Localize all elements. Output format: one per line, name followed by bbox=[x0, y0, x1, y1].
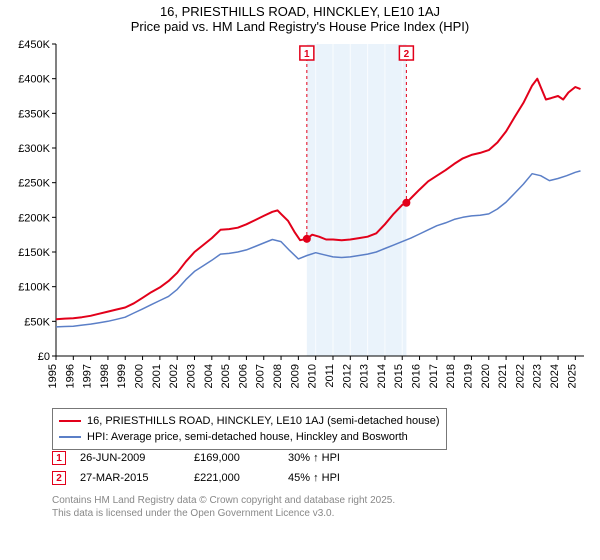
svg-text:2008: 2008 bbox=[272, 364, 284, 388]
sale-marker-icon: 2 bbox=[52, 471, 66, 485]
svg-text:£400K: £400K bbox=[18, 74, 50, 86]
svg-text:2010: 2010 bbox=[307, 364, 319, 388]
svg-text:2020: 2020 bbox=[480, 364, 492, 388]
svg-text:2005: 2005 bbox=[220, 364, 232, 388]
sale-date: 26-JUN-2009 bbox=[80, 452, 180, 464]
legend-label: HPI: Average price, semi-detached house,… bbox=[87, 431, 408, 443]
sale-date: 27-MAR-2015 bbox=[80, 472, 180, 484]
svg-text:2012: 2012 bbox=[341, 364, 353, 388]
svg-text:2011: 2011 bbox=[324, 364, 336, 388]
svg-text:2003: 2003 bbox=[185, 364, 197, 388]
footer-line: Contains HM Land Registry data © Crown c… bbox=[52, 494, 395, 507]
sale-annotations: 1 26-JUN-2009 £169,000 30% ↑ HPI 2 27-MA… bbox=[52, 448, 388, 488]
legend-item-property: 16, PRIESTHILLS ROAD, HINCKLEY, LE10 1AJ… bbox=[59, 413, 440, 429]
svg-text:£150K: £150K bbox=[18, 247, 50, 259]
svg-text:2000: 2000 bbox=[134, 364, 146, 388]
svg-text:2023: 2023 bbox=[532, 364, 544, 388]
sale-price: £169,000 bbox=[194, 452, 274, 464]
svg-text:£300K: £300K bbox=[18, 143, 50, 155]
svg-text:£100K: £100K bbox=[18, 282, 50, 294]
legend-label: 16, PRIESTHILLS ROAD, HINCKLEY, LE10 1AJ… bbox=[87, 415, 440, 427]
svg-text:2017: 2017 bbox=[428, 364, 440, 388]
svg-text:2015: 2015 bbox=[393, 364, 405, 388]
sale-hpi: 45% ↑ HPI bbox=[288, 472, 388, 484]
svg-text:£450K: £450K bbox=[18, 40, 50, 51]
svg-text:2: 2 bbox=[404, 49, 410, 60]
svg-text:2024: 2024 bbox=[549, 364, 561, 388]
svg-text:2014: 2014 bbox=[376, 364, 388, 388]
svg-text:2006: 2006 bbox=[237, 364, 249, 388]
sale-price: £221,000 bbox=[194, 472, 274, 484]
title-subtitle: Price paid vs. HM Land Registry's House … bbox=[0, 19, 600, 34]
svg-text:1997: 1997 bbox=[82, 364, 94, 388]
svg-text:2013: 2013 bbox=[359, 364, 371, 388]
svg-text:1996: 1996 bbox=[64, 364, 76, 388]
svg-text:2002: 2002 bbox=[168, 364, 180, 388]
svg-text:£250K: £250K bbox=[18, 178, 50, 190]
legend: 16, PRIESTHILLS ROAD, HINCKLEY, LE10 1AJ… bbox=[52, 408, 447, 450]
svg-text:£350K: £350K bbox=[18, 108, 50, 120]
svg-text:2019: 2019 bbox=[462, 364, 474, 388]
svg-text:2018: 2018 bbox=[445, 364, 457, 388]
svg-text:1: 1 bbox=[304, 49, 310, 60]
svg-text:2016: 2016 bbox=[411, 364, 423, 388]
svg-text:2007: 2007 bbox=[255, 364, 267, 388]
svg-text:1998: 1998 bbox=[99, 364, 111, 388]
svg-text:1999: 1999 bbox=[116, 364, 128, 388]
svg-text:2009: 2009 bbox=[289, 364, 301, 388]
sale-hpi: 30% ↑ HPI bbox=[288, 452, 388, 464]
svg-text:£200K: £200K bbox=[18, 212, 50, 224]
legend-item-hpi: HPI: Average price, semi-detached house,… bbox=[59, 429, 440, 445]
svg-text:1995: 1995 bbox=[47, 364, 59, 388]
svg-text:2022: 2022 bbox=[514, 364, 526, 388]
svg-text:2004: 2004 bbox=[203, 364, 215, 388]
footer-attribution: Contains HM Land Registry data © Crown c… bbox=[52, 494, 395, 520]
svg-text:2001: 2001 bbox=[151, 364, 163, 388]
title-address: 16, PRIESTHILLS ROAD, HINCKLEY, LE10 1AJ bbox=[0, 4, 600, 19]
price-chart: £0 £50K £100K £150K £200K £250K £300K £350K £400… bbox=[12, 40, 588, 400]
svg-text:£50K: £50K bbox=[24, 316, 50, 328]
svg-text:£0: £0 bbox=[38, 351, 50, 363]
footer-line: This data is licensed under the Open Gov… bbox=[52, 507, 395, 520]
sale-row: 2 27-MAR-2015 £221,000 45% ↑ HPI bbox=[52, 468, 388, 488]
svg-text:2025: 2025 bbox=[566, 364, 578, 388]
sale-row: 1 26-JUN-2009 £169,000 30% ↑ HPI bbox=[52, 448, 388, 468]
sale-marker-icon: 1 bbox=[52, 451, 66, 465]
svg-text:2021: 2021 bbox=[497, 364, 509, 388]
